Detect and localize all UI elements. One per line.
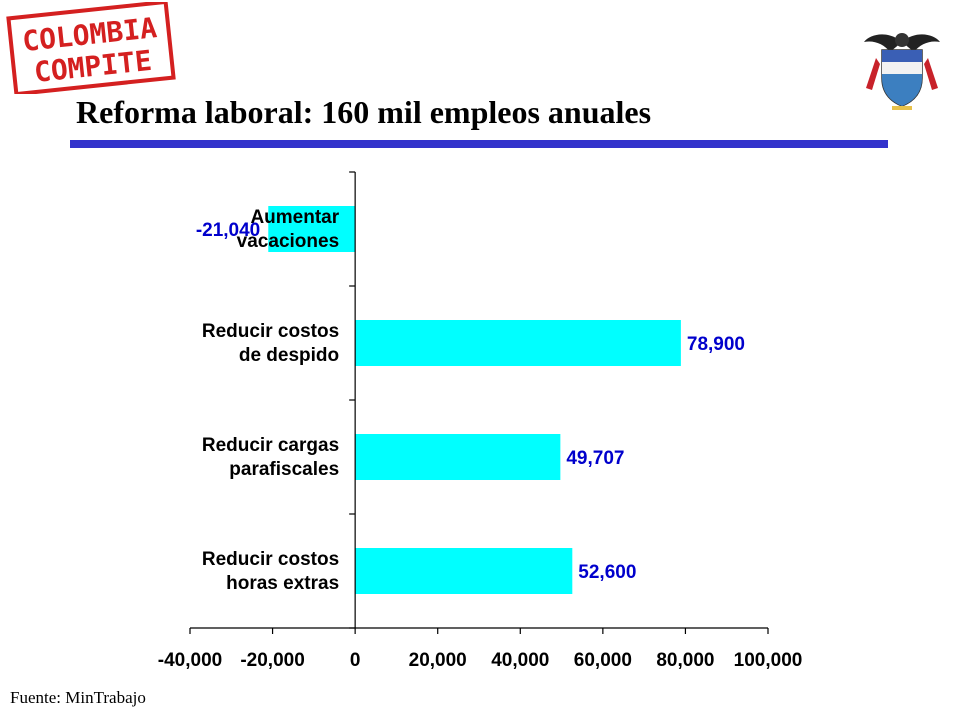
category-label: Reducir costos de despido bbox=[202, 321, 339, 366]
category-label-line: Reducir costos bbox=[202, 549, 339, 570]
x-tick-label: 100,000 bbox=[734, 650, 803, 671]
x-tick-label: 40,000 bbox=[491, 650, 549, 671]
value-label: 49,707 bbox=[566, 448, 624, 469]
value-label: 52,600 bbox=[578, 562, 636, 583]
x-tick-label: 20,000 bbox=[409, 650, 467, 671]
x-tick-label: 60,000 bbox=[574, 650, 632, 671]
coat-of-arms-icon bbox=[864, 33, 940, 110]
title-rule bbox=[70, 140, 888, 148]
x-tick-label: 80,000 bbox=[656, 650, 714, 671]
category-label-line: parafiscales bbox=[229, 459, 339, 480]
category-label-line: vacaciones bbox=[237, 231, 339, 252]
category-label-line: horas extras bbox=[226, 573, 339, 594]
bar bbox=[355, 548, 573, 594]
x-tick-label: -40,000 bbox=[158, 650, 222, 671]
logo-stamp-border bbox=[6, 2, 176, 94]
colombia-compite-logo: COLOMBIA COMPITE bbox=[6, 2, 176, 94]
bar bbox=[355, 320, 681, 366]
category-label: Reducir costos horas extras bbox=[202, 549, 339, 594]
category-label-line: Reducir cargas bbox=[202, 435, 339, 456]
category-label-line: Aumentar bbox=[250, 207, 339, 228]
bar-chart: -40,000 -20,000 0 20,000 40,000 60,000 80,000 1… bbox=[158, 171, 803, 671]
x-tick-label: -20,000 bbox=[240, 650, 304, 671]
bar bbox=[268, 206, 356, 252]
value-label: -21,040 bbox=[196, 220, 260, 241]
source-note: Fuente: MinTrabajo bbox=[10, 688, 146, 707]
category-label-line: Reducir costos bbox=[202, 321, 339, 342]
category-label-line: de despido bbox=[239, 345, 339, 366]
slide-title: Reforma laboral: 160 mil empleos anuales bbox=[76, 94, 652, 130]
value-label: 78,900 bbox=[687, 334, 745, 355]
category-label: Aumentar vacaciones bbox=[237, 207, 340, 252]
bar bbox=[355, 434, 561, 480]
category-label: Reducir cargas parafiscales bbox=[202, 435, 339, 480]
x-tick-label: 0 bbox=[350, 650, 361, 671]
